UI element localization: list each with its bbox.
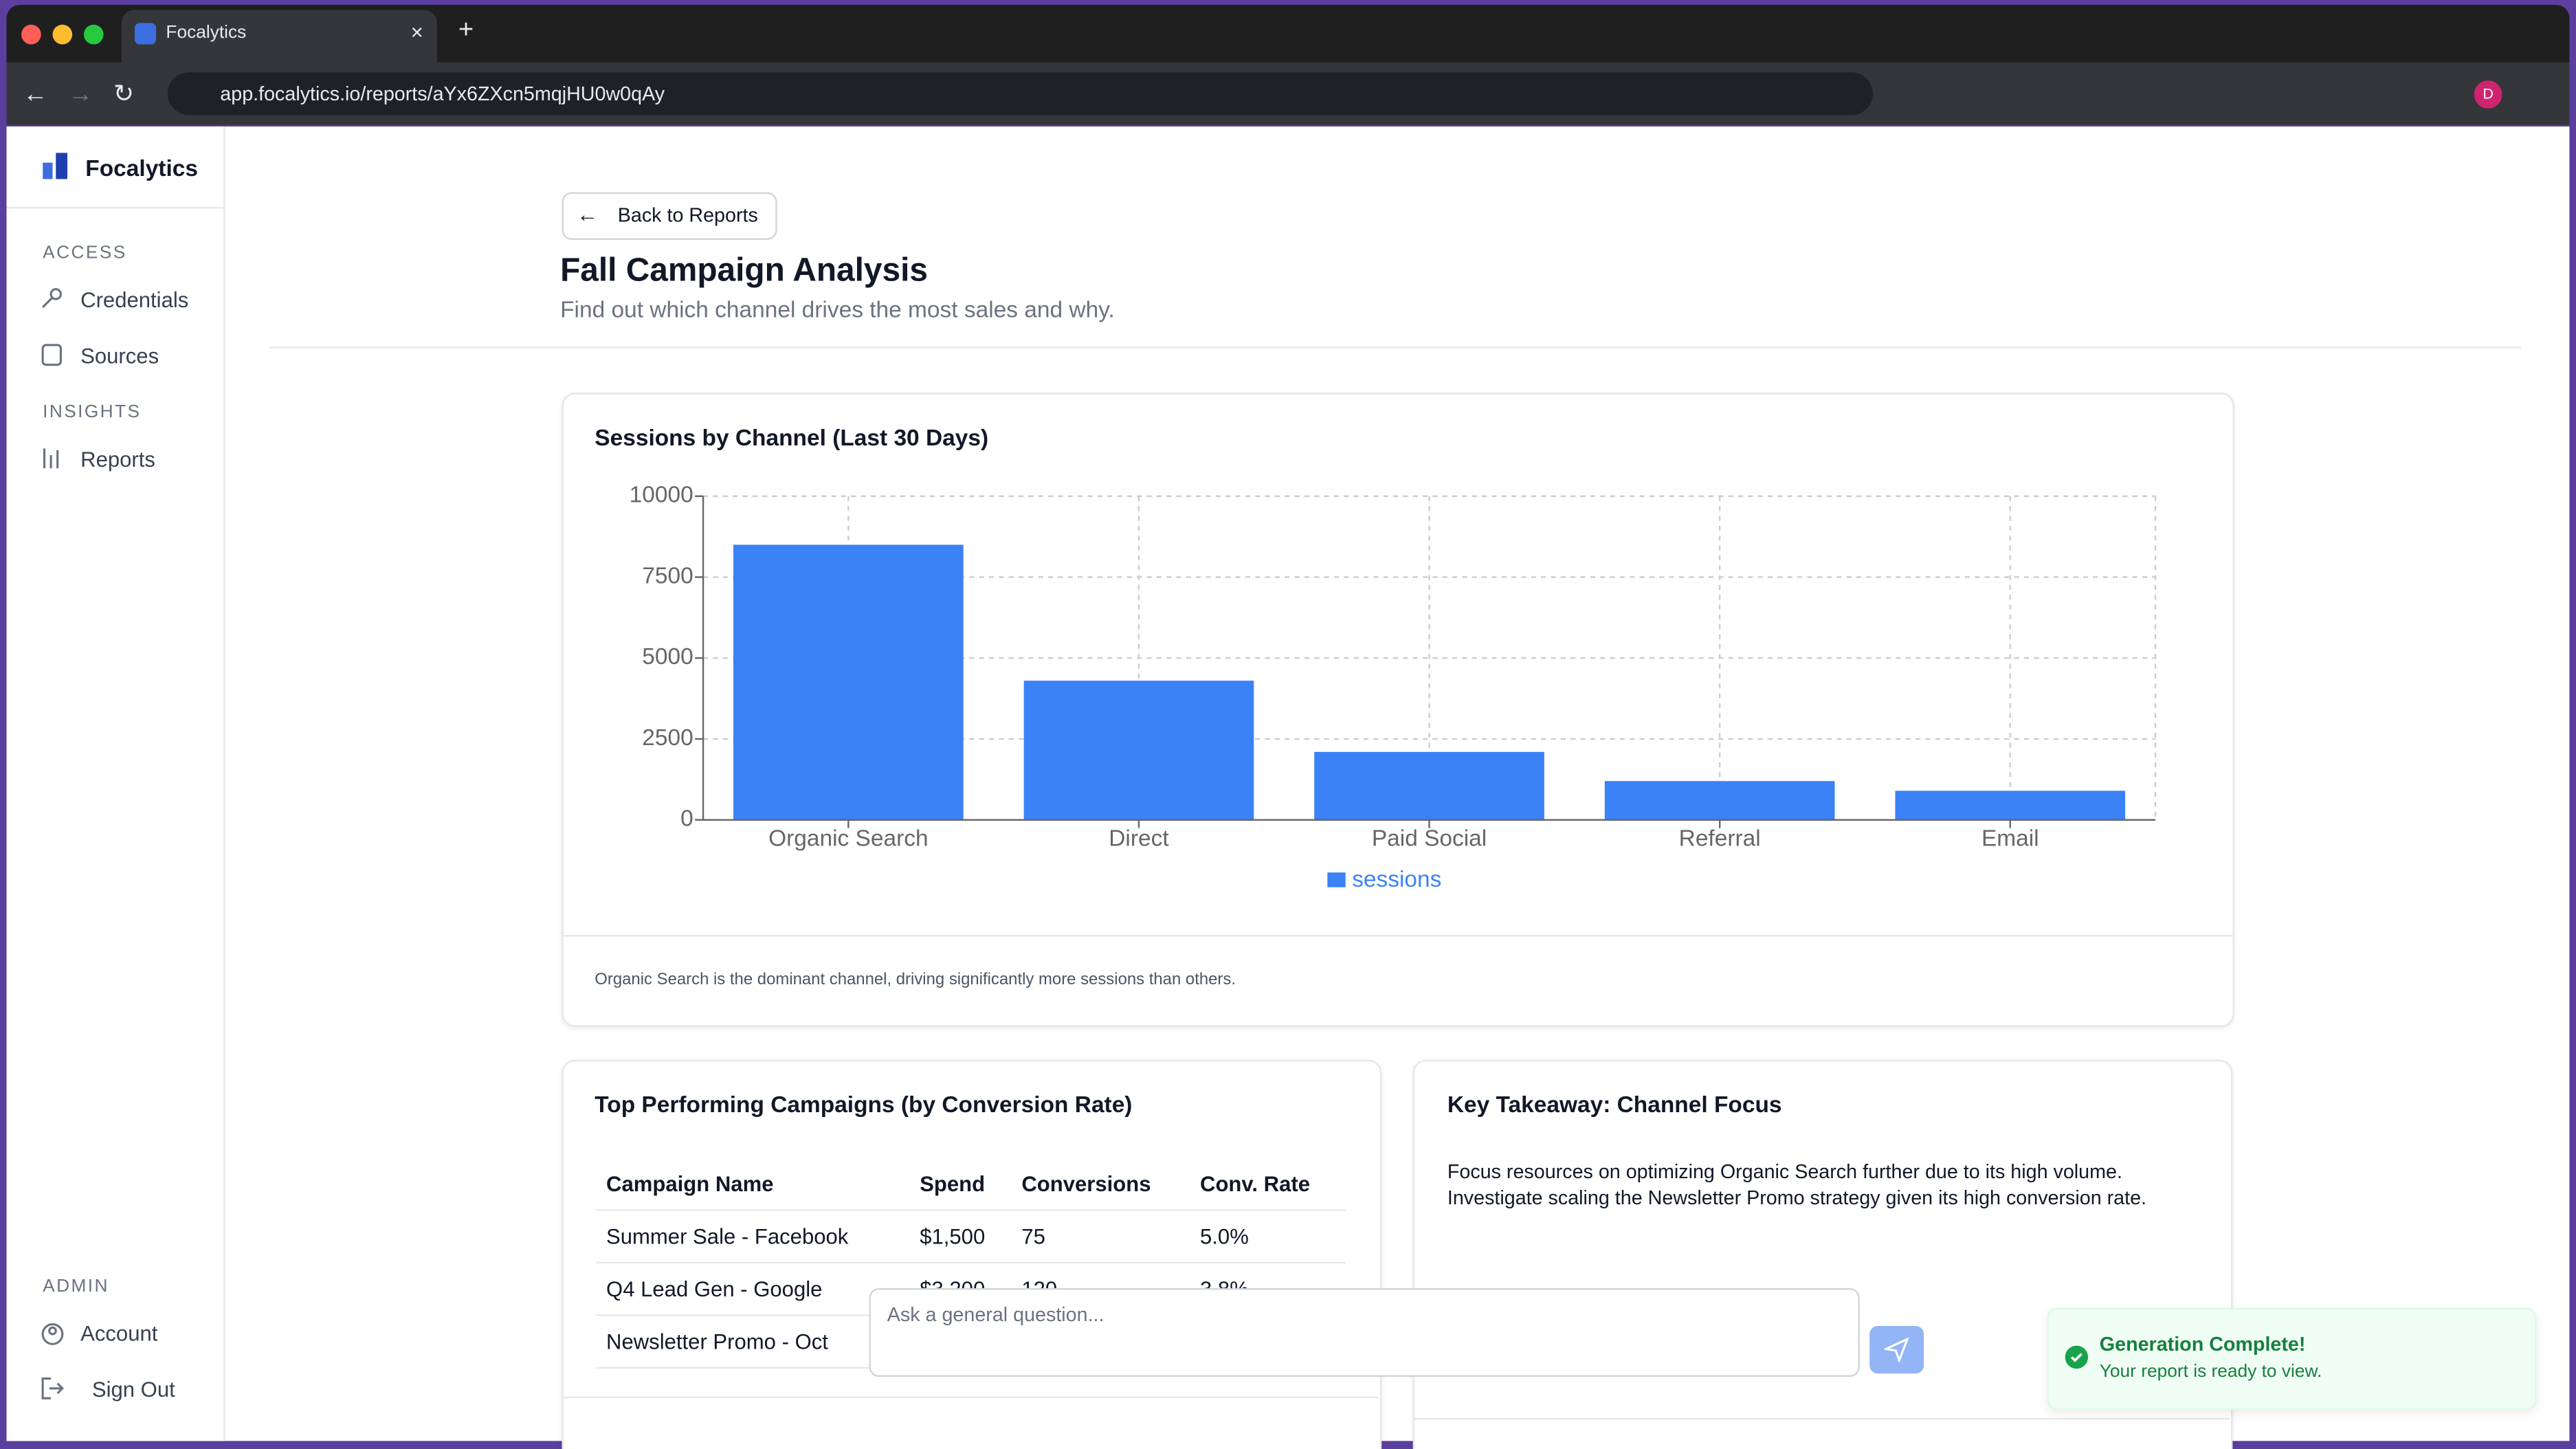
nav-link[interactable]: Sources [80,343,159,368]
back-button[interactable] [562,192,777,240]
y-tick-label: 2500 [642,725,693,751]
section-title: ACCESS [43,243,127,263]
takeaway-text: Focus resources on optimizing Organic Se… [1447,1160,2122,1184]
nav-icons [41,288,65,1400]
table-cell: Summer Sale - Facebook [596,1210,910,1264]
nav-link[interactable]: Sign Out [91,1377,175,1402]
window-controls [21,24,104,45]
table-row: Newsletter Promo - Oct [596,1315,1346,1369]
url: app.focalytics.io/reports/aYx6ZXcn5mqjHU… [220,82,665,105]
bar [1895,790,2126,820]
back-arrow: ← [576,202,599,227]
takeaway-text: Investigate scaling the Newsletter Promo… [1447,1186,2147,1210]
divider [562,1396,1379,1399]
toast [2047,1307,2537,1410]
table-row: Summer Sale - Facebook $1,500 75 5.0% [596,1210,1346,1264]
back-label: Back to Reports [617,203,758,227]
new-tab[interactable]: + [458,16,474,45]
y-tick-label: 5000 [642,644,693,670]
column-header: Spend [909,1158,1012,1211]
x-tick-label: Email [1981,826,2039,851]
table-title: Top Performing Campaigns (by Conversion … [595,1091,1133,1118]
x-tick-label: Organic Search [768,826,928,851]
column-header: Conv. Rate [1190,1158,1346,1211]
chart-caption: Organic Search is the dominant channel, … [595,971,1236,989]
table-cell: $1,500 [909,1210,1012,1264]
toast-icon [2065,1345,2089,1369]
divider [269,346,2522,349]
chart-title: Sessions by Channel (Last 30 Days) [595,423,989,450]
x-tick-label: Paid Social [1372,826,1487,851]
divider [1412,1417,2230,1420]
y-tick-label: 0 [680,806,693,832]
send-icon [1884,1337,1909,1362]
divider [562,935,2233,937]
table-cell: Q4 Lead Gen - Google [596,1262,910,1316]
bar [1604,781,1835,820]
x-tick-label: Referral [1679,826,1761,851]
divider [6,207,224,209]
tab-title: Focalytics [166,23,247,43]
logo [43,153,68,179]
column-header: Conversions [1011,1158,1190,1211]
legend-swatch [1327,872,1346,887]
toast-title: Generation Complete! [2099,1332,2306,1356]
chat-placeholder: Ask a general question... [887,1303,1104,1326]
avatar[interactable]: D [2474,80,2502,109]
section-title: ADMIN [43,1276,109,1296]
y-tick-label: 10000 [630,483,693,508]
tab-icon [135,23,157,45]
nav-buttons[interactable]: ← → ↻ [23,80,135,109]
nav-link[interactable]: Reports [80,447,155,472]
tab-close[interactable]: × [410,19,423,45]
brand: Focalytics [85,154,198,181]
x-tick-label: Direct [1109,826,1169,851]
chat-input[interactable] [869,1287,1860,1378]
toast-message: Your report is ready to view. [2099,1362,2322,1382]
table-cell: 5.0% [1190,1210,1346,1264]
nav-link[interactable]: Credentials [80,287,189,313]
chart: 0 2500 5000 7500 10000 Organic Search Direct Pa… [630,483,2157,892]
bar [1023,681,1254,820]
tab[interactable] [121,10,437,63]
section-title: INSIGHTS [43,402,142,423]
table-cell: 75 [1011,1210,1190,1264]
url-field[interactable] [167,72,1873,115]
table-header: Campaign Name Spend Conversions Conv. Rate [596,1158,1346,1211]
bar [733,544,964,820]
bar [1314,751,1544,820]
page-title: Fall Campaign Analysis [560,253,928,289]
y-tick-label: 7500 [642,563,693,588]
legend-label: sessions [1352,867,1441,892]
sidebar [6,126,225,1441]
page-subtitle: Find out which channel drives the most s… [560,296,1115,322]
takeaway-title: Key Takeaway: Channel Focus [1447,1091,1782,1118]
nav-link[interactable]: Account [80,1320,158,1346]
table-cell: Newsletter Promo - Oct [596,1315,910,1369]
column-header: Campaign Name [596,1158,910,1211]
